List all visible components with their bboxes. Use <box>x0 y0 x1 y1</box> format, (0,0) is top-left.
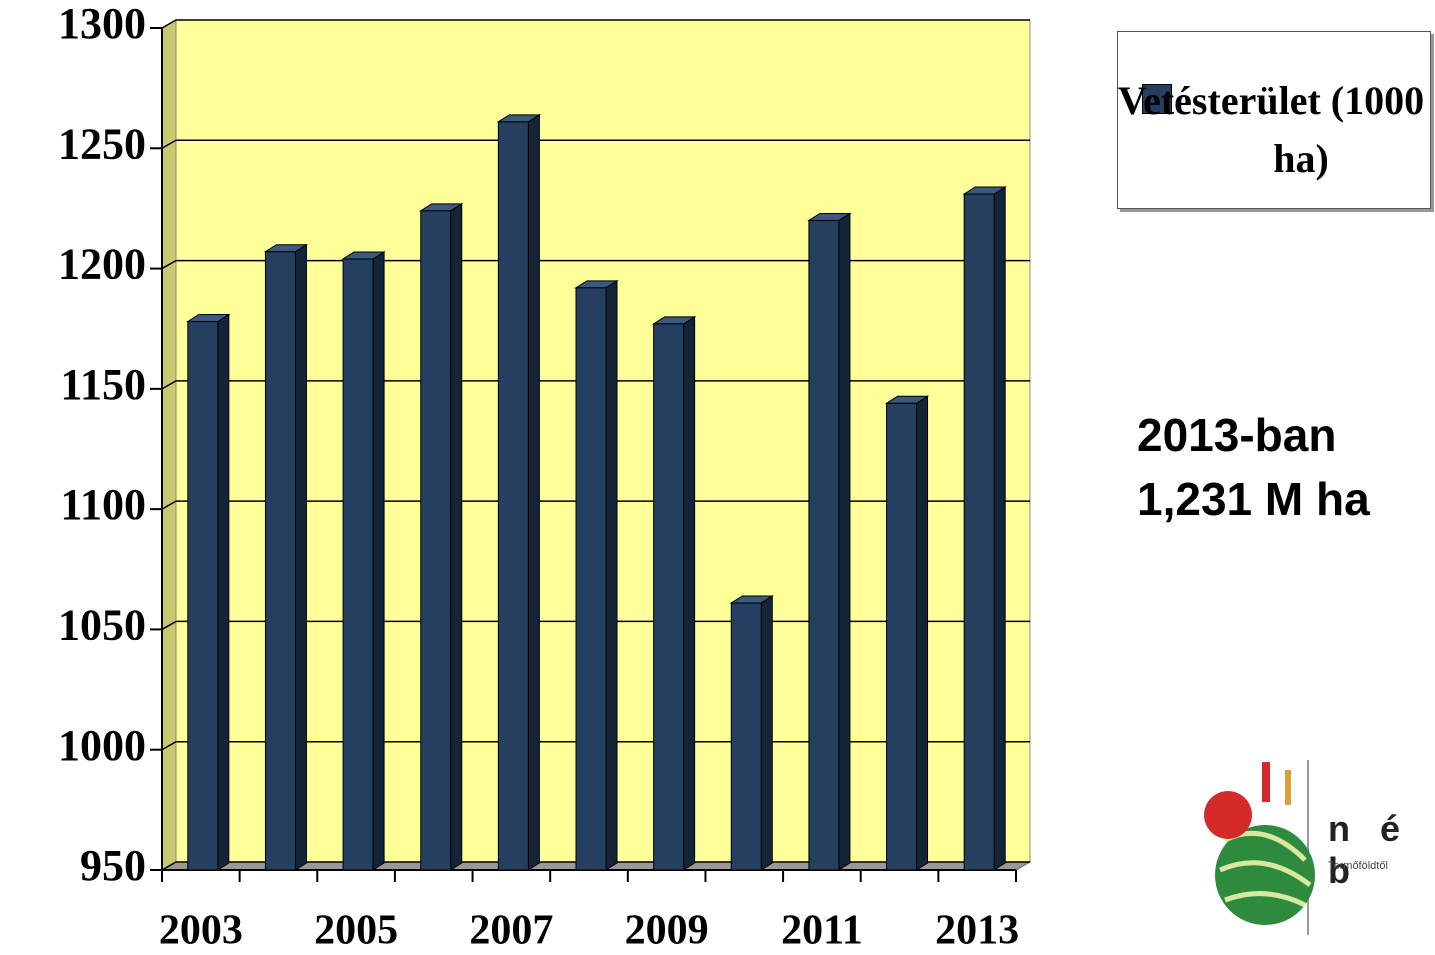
bar <box>886 402 918 871</box>
bar-side <box>760 595 773 871</box>
bar <box>420 210 452 871</box>
bar-side <box>605 279 618 871</box>
bar-side <box>372 251 385 871</box>
y-tick-label: 1300 <box>58 0 146 48</box>
logo <box>1204 760 1315 935</box>
bar <box>963 193 995 871</box>
legend: Vetésterület (1000 ha) <box>1117 31 1431 209</box>
bar-side <box>527 113 540 871</box>
x-tick-label: 2003 <box>159 908 243 954</box>
bar-side <box>217 313 230 871</box>
y-tick-label: 1000 <box>58 721 146 770</box>
x-tick-label: 2007 <box>469 908 553 954</box>
bar-side <box>294 243 307 871</box>
y-tick-label: 1100 <box>60 480 146 529</box>
y-tick-label: 950 <box>80 841 146 890</box>
grid-line <box>161 259 1030 270</box>
bar-side <box>683 315 696 871</box>
logo-text: n é b <box>1328 808 1411 891</box>
x-tick-label: 2009 <box>625 908 709 954</box>
grid-line <box>161 380 1030 390</box>
bar <box>653 323 685 871</box>
legend-swatch <box>1142 84 1172 114</box>
bar <box>730 602 762 871</box>
bar-side <box>450 202 463 871</box>
x-tick-label: 2011 <box>781 908 863 954</box>
bar-side <box>838 212 851 871</box>
bar <box>264 251 296 871</box>
bar <box>187 320 219 871</box>
grid-line <box>161 139 1030 149</box>
y-tick-label: 1050 <box>58 601 146 650</box>
x-tick-label: 2005 <box>314 908 398 954</box>
legend-label: Vetésterület (1000 ha) <box>1117 78 1425 181</box>
y-tick-label: 1150 <box>60 360 146 409</box>
bar <box>808 219 840 871</box>
x-tick-label: 2013 <box>935 908 1019 954</box>
y-tick-label: 1200 <box>58 240 146 289</box>
bar <box>342 258 374 871</box>
bar-side <box>993 186 1006 871</box>
annotation: 2013-ban <box>1137 409 1337 461</box>
bar <box>575 287 607 871</box>
bar-side <box>916 395 929 871</box>
y-tick-label: 1250 <box>58 119 146 168</box>
grid-line <box>161 19 1030 29</box>
annotation: 1,231 M ha <box>1137 473 1370 525</box>
grid-line <box>161 500 1030 510</box>
bar <box>497 121 529 871</box>
logo-tagline: Termőföldtől <box>1328 860 1388 872</box>
